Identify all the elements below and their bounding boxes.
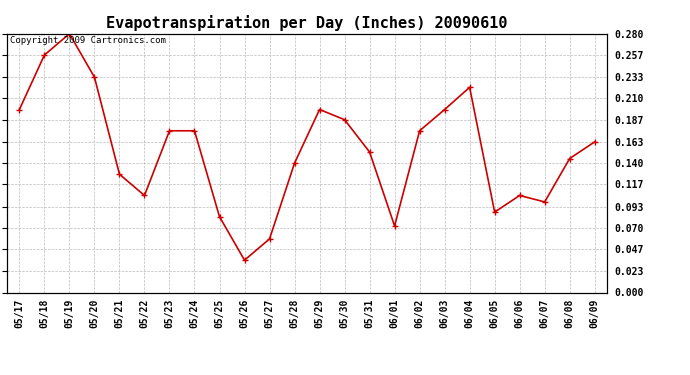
Title: Evapotranspiration per Day (Inches) 20090610: Evapotranspiration per Day (Inches) 2009… bbox=[106, 15, 508, 31]
Text: Copyright 2009 Cartronics.com: Copyright 2009 Cartronics.com bbox=[10, 36, 166, 45]
